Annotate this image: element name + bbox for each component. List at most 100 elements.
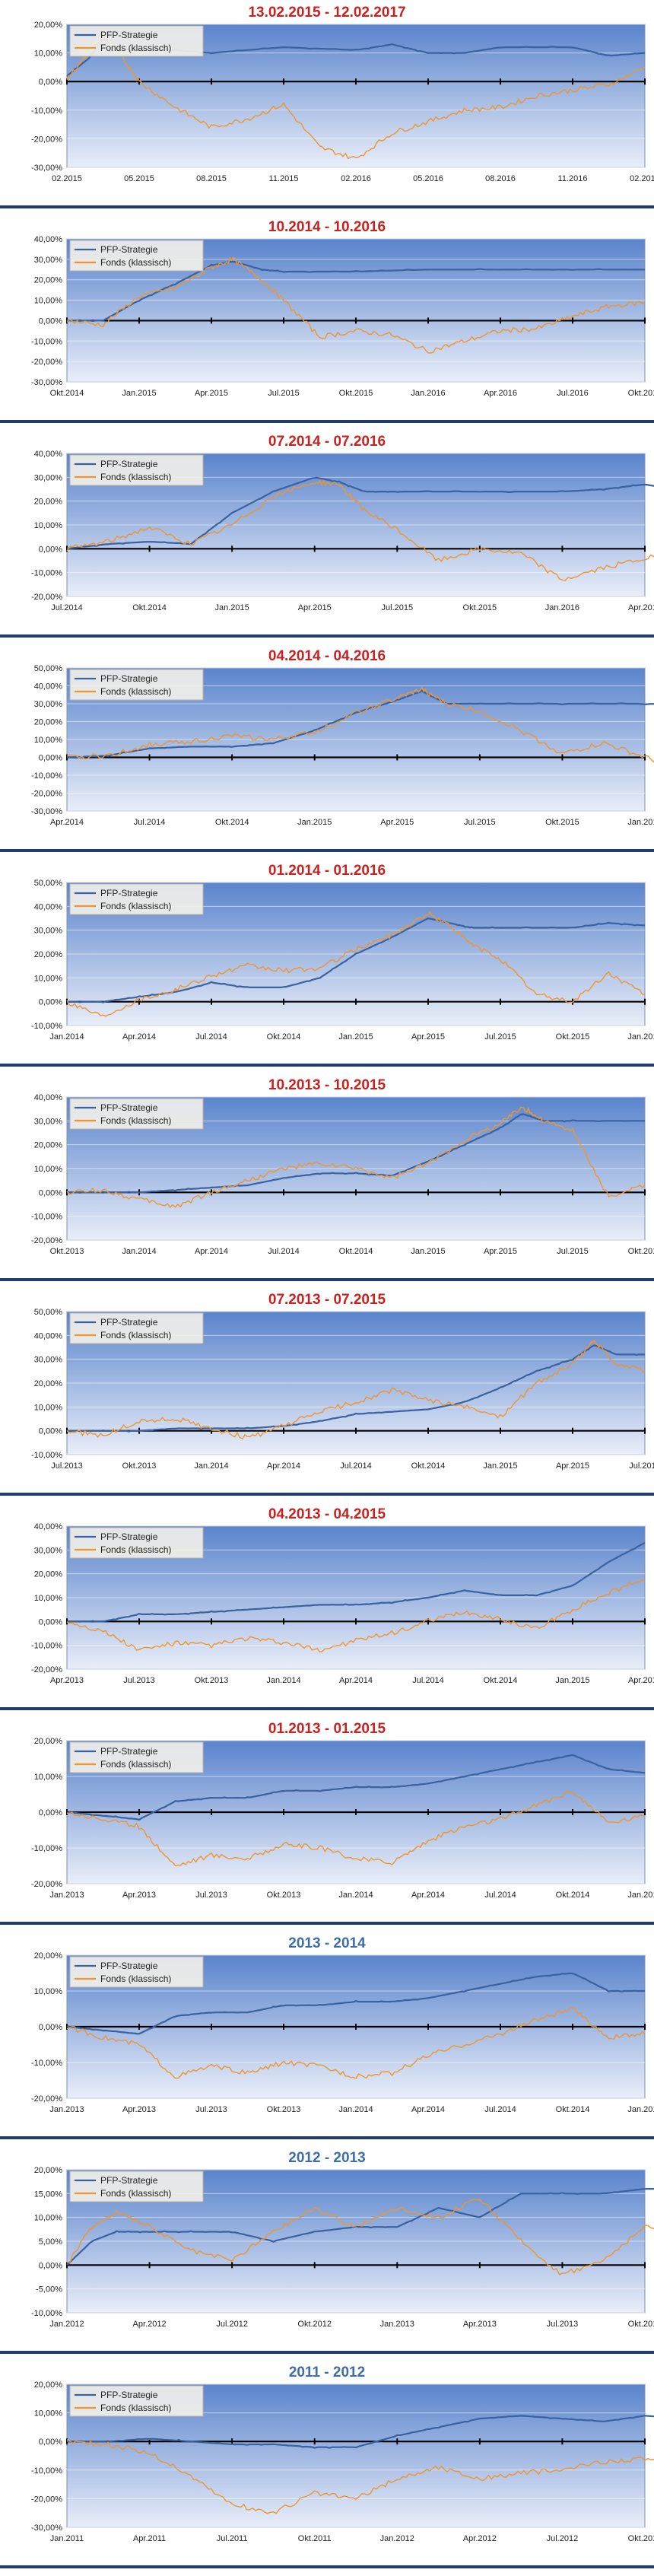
x-tick-label: Jul.2013	[51, 1461, 83, 1471]
chart-svg: 04.2014 - 04.2016 50,00% 40,00% 30,00% 20,00…	[31, 648, 654, 827]
x-tick-label: 02.2015	[52, 174, 82, 183]
chart-panel: 13.02.2015 - 12.02.2017 20,00% 10,00% 0,00%…	[0, 0, 654, 201]
legend-label: PFP-Strategie	[100, 2390, 158, 2400]
y-tick-label: 20,00%	[34, 1951, 63, 1961]
x-tick-label: Jul.2014	[340, 1461, 372, 1471]
y-tick-label: 0,00%	[39, 2023, 62, 2032]
x-tick-label: Apr.2015	[484, 1247, 517, 1256]
chart-title: 2011 - 2012	[289, 2365, 365, 2380]
chart-svg: 07.2014 - 07.2016 40,00% 30,00% 20,00% 10,00…	[31, 434, 654, 612]
chart-title: 10.2014 - 10.2016	[268, 219, 386, 235]
legend-label: PFP-Strategie	[100, 673, 158, 684]
x-tick-label: Apr.2012	[463, 2534, 497, 2543]
legend-label: PFP-Strategie	[100, 1961, 158, 1971]
x-tick-label: Okt.2013	[50, 1247, 84, 1256]
x-tick-label: Okt.2013	[122, 1461, 157, 1471]
legend-label: Fonds (klassisch)	[100, 1330, 171, 1340]
legend-label: Fonds (klassisch)	[100, 1759, 171, 1770]
x-tick-label: 02.2016	[341, 174, 371, 183]
x-tick-label: Jan.2012	[380, 2534, 414, 2543]
x-tick-label: Jul.2014	[195, 1032, 227, 1042]
x-tick-label: Jan.2014	[49, 1032, 84, 1042]
chart-title: 01.2014 - 01.2016	[268, 863, 386, 879]
x-tick-label: Apr.2011	[133, 2534, 166, 2543]
legend-label: Fonds (klassisch)	[100, 257, 171, 268]
y-tick-label: 10,00%	[34, 974, 63, 983]
x-tick-label: Jan.2015	[338, 1032, 373, 1042]
x-tick-label: Apr.2013	[50, 1676, 84, 1685]
y-tick-label: 10,00%	[34, 297, 63, 306]
x-tick-label: Jan.2011	[50, 2534, 84, 2543]
legend-label: Fonds (klassisch)	[100, 1115, 171, 1126]
x-tick-label: Jul.2015	[381, 603, 413, 612]
series-line-pfp-strategie	[66, 689, 654, 758]
x-tick-label: Apr.2016	[484, 389, 517, 398]
x-tick-label: Apr.2014	[411, 1891, 445, 1900]
series-line-pfp-strategie	[66, 2188, 654, 2266]
chart-title: 04.2014 - 04.2016	[268, 648, 386, 664]
y-tick-label: -20,00%	[31, 1880, 62, 1889]
y-tick-label: -20,00%	[31, 2094, 62, 2104]
series-line-fonds	[66, 2439, 654, 2514]
y-tick-label: 30,00%	[34, 1356, 63, 1365]
series-line-pfp-strategie	[66, 2415, 654, 2449]
x-tick-label: Apr.2013	[122, 2105, 156, 2114]
chart-svg: 13.02.2015 - 12.02.2017 20,00% 10,00% 0,00%…	[31, 5, 654, 183]
chart-panel: 2012 - 2013 20,00% 15,00% 10,00% 5,00% 0,00% -…	[0, 2145, 654, 2346]
y-tick-label: 10,00%	[34, 1773, 63, 1782]
series-line-pfp-strategie	[66, 917, 646, 1003]
chart-title: 01.2013 - 01.2015	[268, 1721, 386, 1737]
x-tick-label: Okt.2014	[556, 1891, 590, 1900]
y-tick-label: -30,00%	[31, 807, 62, 816]
legend-label: PFP-Strategie	[100, 1531, 158, 1542]
legend: PFP-Strategie Fonds (klassisch)	[69, 1527, 204, 1559]
x-tick-label: Okt.2014	[556, 2105, 590, 2114]
panel-separator	[0, 1493, 654, 1496]
y-tick-label: 0,00%	[39, 78, 62, 87]
y-tick-label: 10,00%	[34, 2214, 63, 2223]
panel-separator	[0, 634, 654, 638]
y-tick-label: 30,00%	[34, 256, 63, 265]
legend: PFP-Strategie Fonds (klassisch)	[69, 1956, 204, 1988]
panel-separator	[0, 1278, 654, 1281]
legend-box	[69, 1312, 204, 1344]
legend-label: PFP-Strategie	[100, 244, 158, 255]
y-tick-label: 0,00%	[39, 2438, 62, 2447]
x-tick-label: Jan.2013	[49, 2105, 84, 2114]
series-line-fonds	[66, 1578, 646, 1653]
x-tick-label: Okt.2014	[132, 603, 167, 612]
y-tick-label: -10,00%	[31, 771, 62, 781]
y-tick-label: 30,00%	[34, 1546, 63, 1555]
y-tick-label: 10,00%	[34, 1594, 63, 1603]
x-tick-label: Jan.2015	[297, 818, 332, 827]
y-tick-label: -20,00%	[31, 790, 62, 799]
chart-panel: 10.2013 - 10.2015 40,00% 30,00% 20,00% 10,00…	[0, 1073, 654, 1274]
panel-separator	[0, 420, 654, 423]
legend: PFP-Strategie Fonds (klassisch)	[69, 1741, 204, 1773]
y-tick-label: 20,00%	[34, 718, 63, 727]
x-tick-label: 08.2016	[485, 174, 516, 183]
y-tick-label: 50,00%	[34, 879, 63, 888]
legend: PFP-Strategie Fonds (klassisch)	[69, 1312, 204, 1344]
legend-box	[69, 1956, 204, 1988]
y-tick-label: 30,00%	[34, 927, 63, 936]
chart-title: 2013 - 2014	[288, 1935, 366, 1951]
x-tick-label: Jul.2016	[557, 389, 589, 398]
x-tick-label: Jan.2016	[411, 389, 445, 398]
x-tick-label: Jul.2014	[484, 1891, 516, 1900]
x-tick-label: Apr.2014	[339, 1676, 373, 1685]
x-tick-label: Jul.2015	[268, 389, 300, 398]
chart-title: 07.2014 - 07.2016	[268, 434, 386, 450]
y-tick-label: 40,00%	[34, 1331, 63, 1340]
chart-panel: 10.2014 - 10.2016 40,00% 30,00% 20,00% 10,00…	[0, 215, 654, 415]
x-tick-label: Apr.2016	[628, 603, 654, 612]
y-tick-label: 5,00%	[39, 2237, 62, 2247]
y-tick-label: 30,00%	[34, 1117, 63, 1126]
y-tick-label: 0,00%	[39, 1808, 62, 1818]
x-tick-label: Apr.2014	[50, 818, 84, 827]
x-tick-label: 05.2015	[124, 174, 154, 183]
x-tick-label: Apr.2015	[298, 603, 332, 612]
y-tick-label: -20,00%	[31, 1236, 62, 1245]
chart-svg: 2011 - 2012 20,00% 10,00% 0,00% -10,00% -20,0…	[31, 2365, 654, 2543]
legend-label: Fonds (klassisch)	[100, 1973, 171, 1984]
